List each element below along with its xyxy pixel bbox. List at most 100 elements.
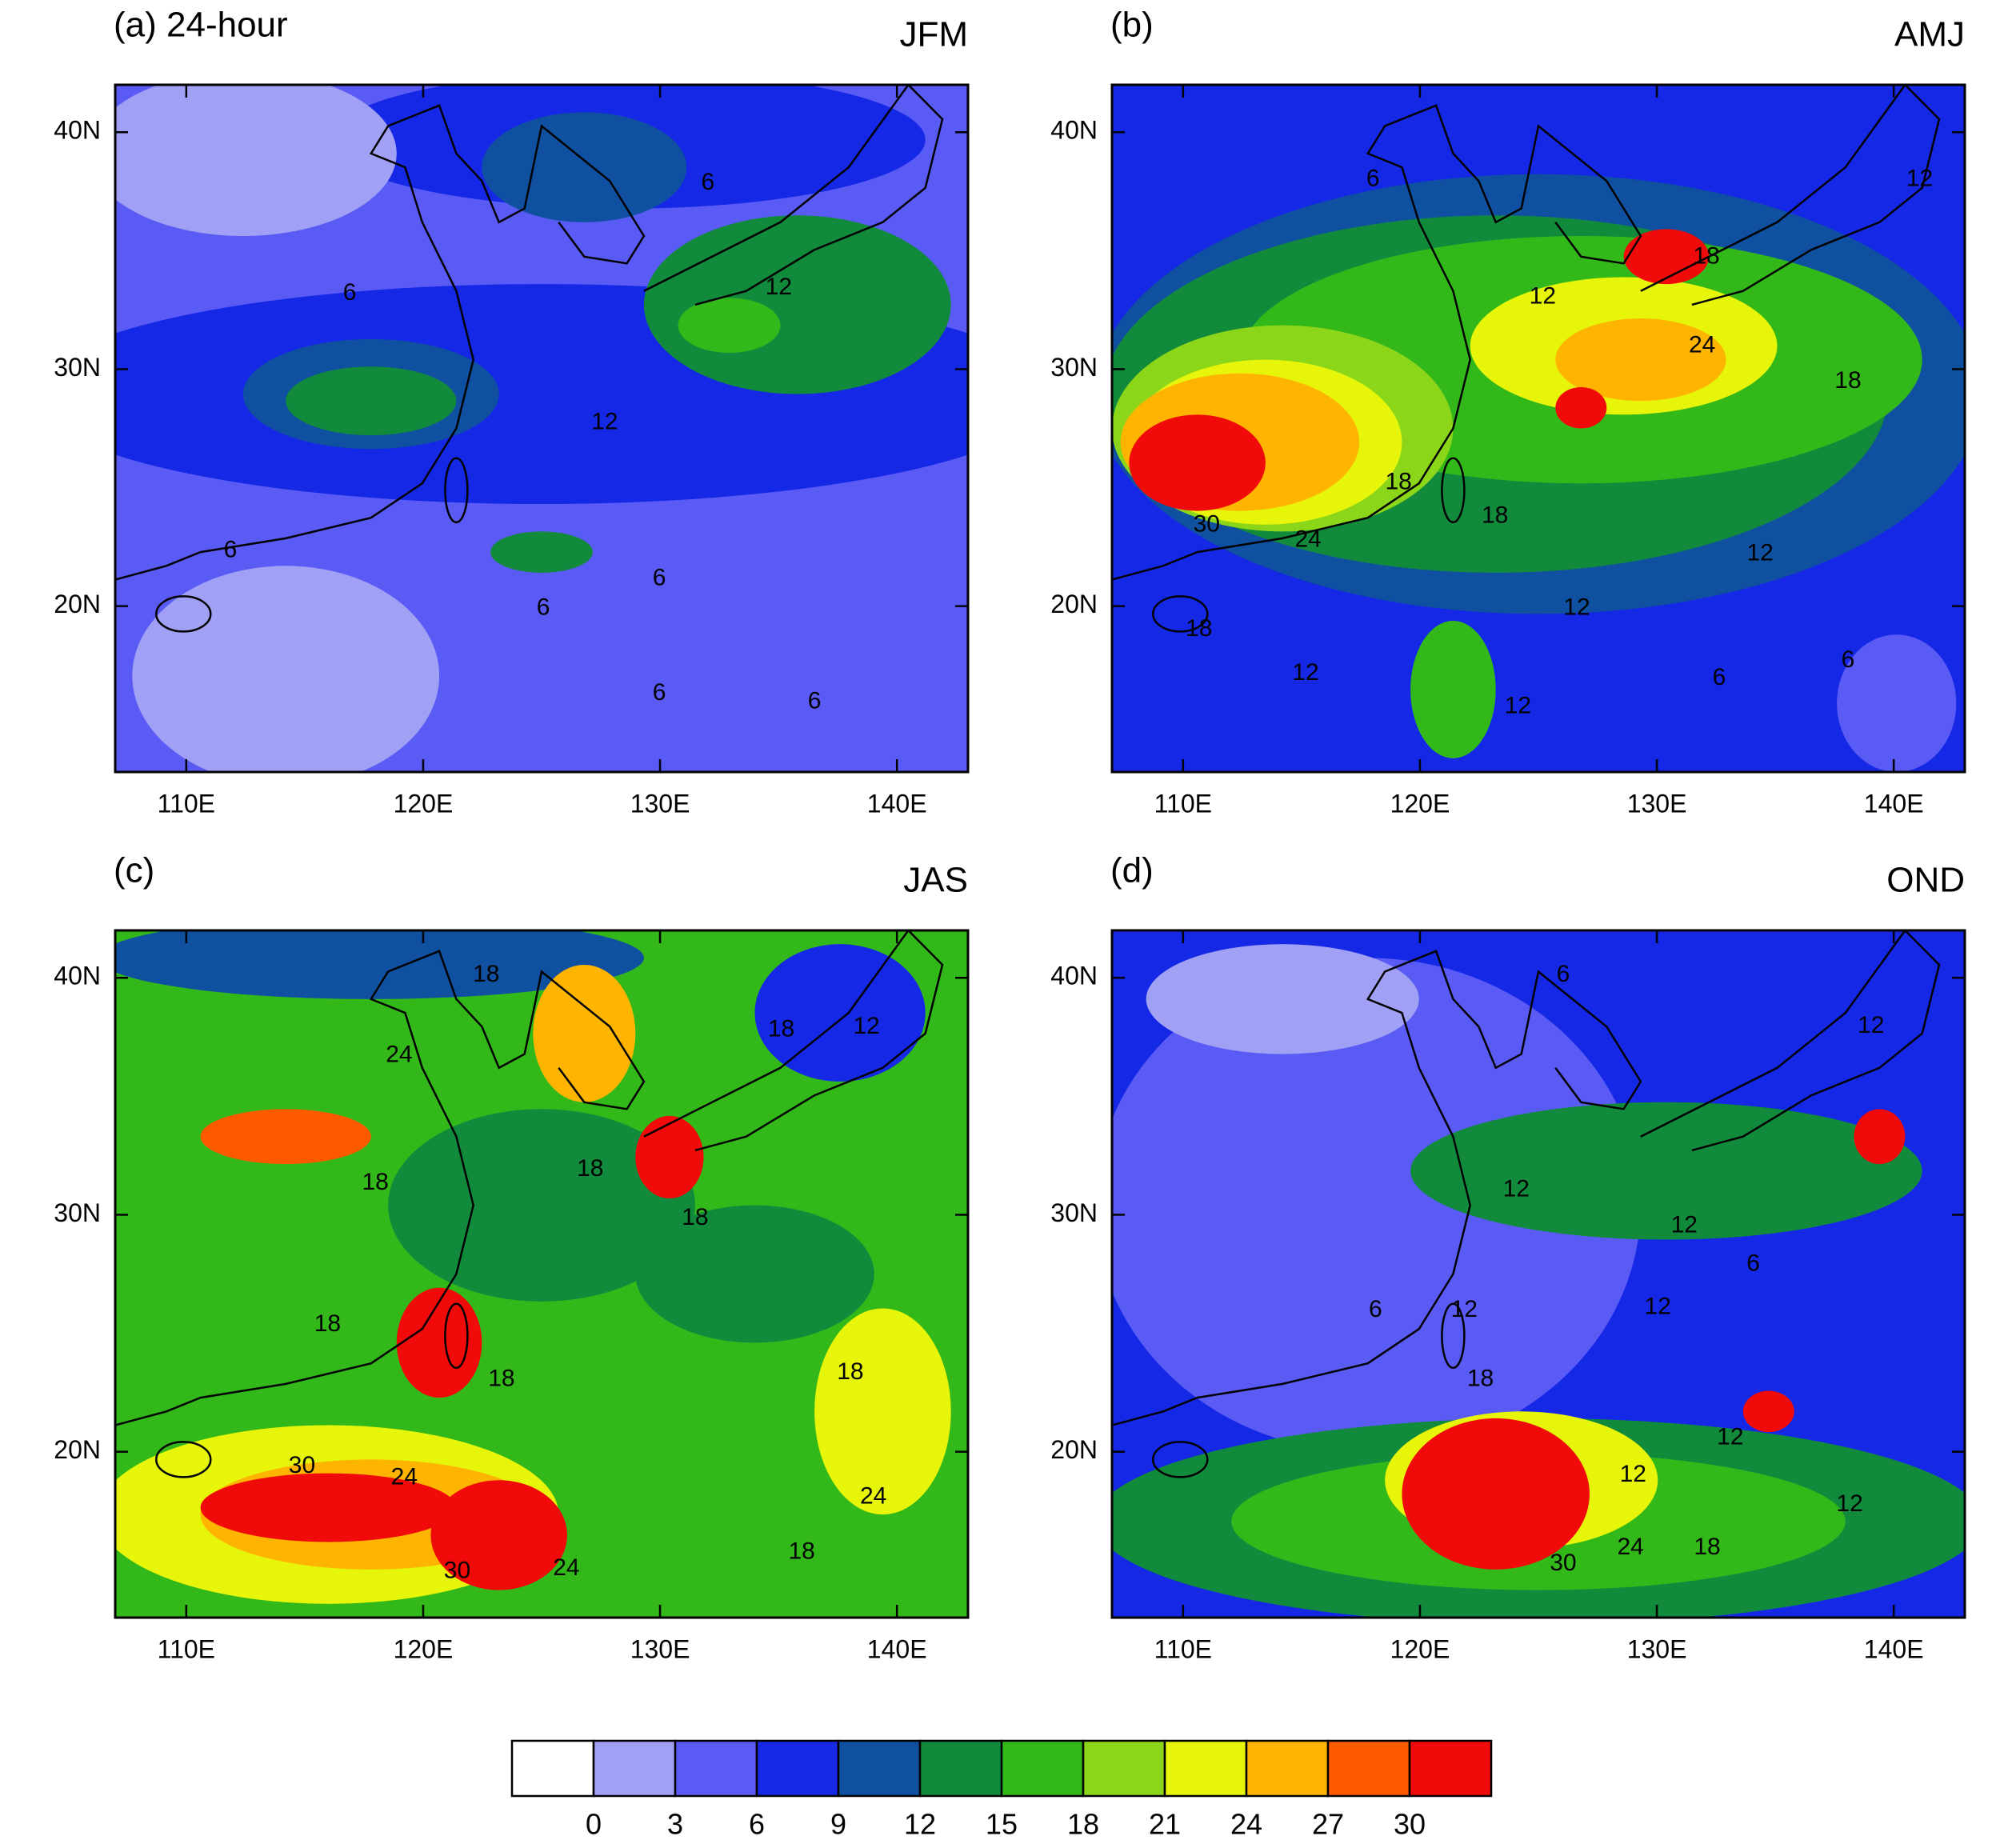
contour-label: 24 [386,1041,412,1067]
field-region [490,531,593,573]
contour-label: 6 [1842,646,1855,673]
field-region [115,930,644,999]
plot-frame [1110,83,1966,774]
contour-label: 18 [314,1310,341,1337]
colorbar-label: 21 [1149,1808,1181,1841]
contour-label: 12 [1645,1294,1671,1320]
contour-label: 18 [788,1538,814,1564]
colorbar-box [1408,1739,1493,1798]
field-region [1410,1102,1922,1240]
x-tick-label: 110E [1154,1634,1212,1663]
field-region [678,298,781,354]
field-region [635,1115,704,1199]
panel-label: (b) [1110,6,1154,45]
colorbar-box [755,1739,840,1798]
coastline [444,457,469,524]
colorbar: 0 3 6 9 12 15 18 21 24 27 30 [510,1739,1493,1841]
contour-label: 6 [1746,1250,1760,1276]
contour-label: 6 [653,679,666,706]
y-tick-label: 40N [54,962,101,990]
contour-label: 12 [1451,1296,1478,1322]
x-tick-label: 110E [158,1634,215,1663]
contour-label: 30 [1194,511,1220,538]
contour-label: 6 [702,169,715,195]
contour-label: 18 [682,1204,708,1230]
contour-label: 12 [1292,659,1318,686]
contour-label: 18 [1186,615,1212,642]
contour-label: 12 [1503,1176,1530,1202]
colorbar-label: 0 [586,1808,602,1841]
colorbar-label: 6 [749,1808,765,1841]
contour-label: 18 [488,1366,514,1392]
field-region [200,1109,371,1165]
map-panel: 6 12 12 12 6 6 12 12 18 12 12 12 24 18 30 110E 120E 130E 1… [1050,851,1966,1663]
contour-label: 18 [577,1155,603,1182]
contour-label: 30 [289,1452,315,1478]
contour-label: 6 [224,536,238,562]
colorbar-box [510,1739,595,1798]
contour-label: 6 [653,565,666,591]
y-tick-label: 30N [54,353,101,382]
contour-label: 24 [1294,526,1321,552]
contour-label: 18 [837,1358,863,1385]
colorbar-label: 24 [1230,1808,1262,1841]
contour-label: 12 [1858,1012,1884,1038]
contour-label: 30 [1550,1550,1576,1576]
contour-label: 6 [1713,664,1726,690]
field-region [132,566,440,772]
coastline [155,1441,212,1478]
contour-label: 12 [1906,165,1933,191]
contour-label: 18 [1385,468,1411,494]
x-tick-label: 140E [1864,789,1924,818]
x-tick-label: 140E [1864,1634,1924,1663]
x-tick-label: 120E [1390,789,1450,818]
field-region [1129,414,1266,511]
coastline [1112,104,1642,581]
coastline [1112,950,1642,1426]
contour-label: 12 [1620,1461,1646,1487]
colorbar-label: 15 [986,1808,1018,1841]
colorbar-label: 30 [1394,1808,1426,1841]
contour-label: 6 [343,279,357,306]
field-region [1402,1418,1590,1570]
field-region [200,1473,457,1542]
contour-label: 12 [766,274,792,300]
plot-frame [1110,929,1966,1619]
season-label: JAS [903,861,968,900]
contour-label: 18 [768,1015,794,1042]
field [1112,85,1965,772]
plot-frame [114,929,970,1619]
contour-label: 18 [1834,367,1861,394]
y-tick-label: 20N [54,590,101,618]
field-region [1410,621,1496,758]
y-tick-label: 20N [54,1435,101,1464]
colorbar-box [1000,1739,1085,1798]
coastline [115,104,646,581]
field-region [1742,1390,1794,1433]
colorbar-box [837,1739,922,1798]
contour-label: 24 [553,1554,579,1581]
x-tick-label: 140E [867,1634,927,1663]
x-tick-label: 140E [867,789,927,818]
y-tick-label: 40N [1050,116,1098,145]
panel-label: (c) [114,851,154,890]
contour-label: 18 [1467,1366,1494,1392]
colorbar-box [1245,1739,1330,1798]
plot-frame [114,83,970,774]
season-label: JFM [899,15,968,54]
colorbar-box [674,1739,758,1798]
contour-label: 6 [808,687,822,714]
field-region [1623,229,1710,285]
x-tick-label: 130E [1627,1634,1687,1663]
field-region [482,112,687,222]
map-panel: 6 12 6 12 6 6 6 6 6 110E 120E 130E 140E 20N 30N 40N (a) … [54,6,970,818]
x-tick-label: 110E [158,789,215,818]
x-tick-label: 120E [1390,1634,1450,1663]
colorbar-box [1082,1739,1166,1798]
x-tick-label: 110E [1154,789,1212,818]
field [115,85,968,772]
coastline [643,930,944,1152]
coastline [1441,1302,1466,1370]
y-tick-label: 40N [1050,962,1098,990]
field-region [643,215,951,394]
